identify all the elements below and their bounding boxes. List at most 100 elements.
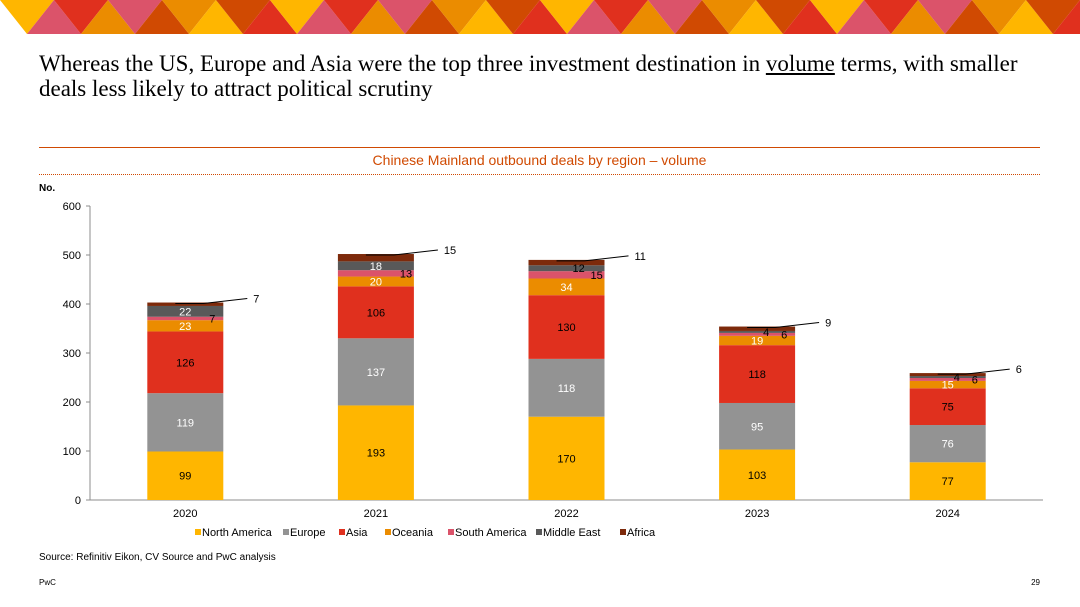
bar-segment bbox=[719, 332, 796, 336]
data-label: 126 bbox=[176, 357, 194, 369]
bar-segment bbox=[337, 276, 414, 287]
legend-entry: Middle East bbox=[543, 527, 600, 539]
data-label: 4 bbox=[763, 327, 769, 339]
y-tick-label: 300 bbox=[63, 348, 81, 360]
banner-triangle bbox=[189, 0, 243, 34]
bar-segment bbox=[147, 305, 224, 317]
banner-triangle bbox=[513, 0, 567, 34]
y-tick-label: 100 bbox=[63, 446, 81, 458]
banner-triangle bbox=[945, 0, 999, 34]
x-tick-label: 2021 bbox=[364, 508, 388, 520]
dotted-divider bbox=[39, 174, 1040, 175]
data-label: 12 bbox=[573, 263, 585, 275]
bar-segment bbox=[909, 462, 986, 500]
decorative-banner bbox=[0, 0, 1080, 34]
data-label: 170 bbox=[557, 453, 575, 465]
data-label: 9 bbox=[825, 318, 831, 330]
banner-triangle bbox=[756, 0, 810, 34]
legend-entry: South America bbox=[455, 527, 527, 539]
bar-segment bbox=[719, 345, 796, 403]
y-tick-label: 0 bbox=[75, 495, 81, 507]
banner-triangle bbox=[729, 0, 783, 34]
bar-segment bbox=[337, 254, 414, 262]
legend-entry: Asia bbox=[346, 527, 368, 539]
banner-triangle bbox=[405, 0, 459, 34]
data-label: 7 bbox=[253, 294, 259, 306]
banner-triangle bbox=[1053, 0, 1080, 34]
y-tick-label: 200 bbox=[63, 397, 81, 409]
banner-triangle bbox=[0, 0, 54, 34]
leader-line bbox=[175, 298, 248, 305]
banner-triangle bbox=[891, 0, 945, 34]
legend-entry: Africa bbox=[627, 527, 656, 539]
data-label: 95 bbox=[751, 421, 763, 433]
data-label: 75 bbox=[942, 402, 954, 414]
divider-line bbox=[39, 147, 1040, 148]
data-label: 76 bbox=[942, 439, 954, 451]
banner-triangle bbox=[567, 0, 621, 34]
data-label: 19 bbox=[751, 336, 763, 348]
title-underlined-word: volume bbox=[765, 51, 835, 76]
bar-segment bbox=[147, 393, 224, 452]
banner-triangle bbox=[1026, 0, 1080, 34]
banner-triangle bbox=[540, 0, 594, 34]
legend-swatch bbox=[339, 529, 345, 535]
legend-swatch bbox=[385, 529, 391, 535]
data-label: 137 bbox=[367, 367, 385, 379]
data-label: 20 bbox=[370, 276, 382, 288]
data-label: 106 bbox=[367, 307, 385, 319]
banner-triangle bbox=[270, 0, 324, 34]
title-text-end: terms, with smaller deals less likely to… bbox=[39, 51, 1018, 101]
banner-triangle bbox=[243, 0, 297, 34]
banner-triangle bbox=[810, 0, 864, 34]
bar-segment bbox=[528, 358, 605, 417]
title-text: Whereas the US, Europe and Asia were the… bbox=[39, 51, 766, 76]
banner-triangle bbox=[297, 0, 351, 34]
banner-triangle bbox=[675, 0, 729, 34]
legend-swatch bbox=[195, 529, 201, 535]
x-tick-label: 2023 bbox=[745, 508, 769, 520]
data-label: 6 bbox=[972, 374, 978, 386]
bar-segment bbox=[528, 416, 605, 500]
banner-triangle bbox=[486, 0, 540, 34]
leader-line bbox=[937, 368, 1010, 375]
bar-segment bbox=[528, 259, 605, 266]
bar-segment bbox=[528, 278, 605, 296]
page-title: Whereas the US, Europe and Asia were the… bbox=[39, 51, 1049, 101]
bar-segment bbox=[909, 388, 986, 426]
data-label: 15 bbox=[591, 270, 603, 282]
data-label: 11 bbox=[635, 251, 646, 263]
data-label: 23 bbox=[179, 321, 191, 333]
data-label: 22 bbox=[179, 306, 191, 318]
banner-triangle bbox=[837, 0, 891, 34]
legend-entry: Oceania bbox=[392, 527, 434, 539]
data-label: 15 bbox=[942, 380, 954, 392]
banner-triangle bbox=[54, 0, 108, 34]
page-number: 29 bbox=[1031, 578, 1040, 587]
bar-segment bbox=[147, 320, 224, 332]
banner-triangle bbox=[27, 0, 81, 34]
x-tick-label: 2022 bbox=[554, 508, 578, 520]
data-label: 118 bbox=[558, 383, 576, 395]
data-label: 118 bbox=[748, 369, 766, 381]
banner-triangle bbox=[216, 0, 270, 34]
y-tick-label: 600 bbox=[63, 201, 81, 213]
legend-swatch bbox=[620, 529, 626, 535]
data-label: 119 bbox=[177, 417, 195, 429]
bar-segment bbox=[909, 425, 986, 463]
source-note: Source: Refinitiv Eikon, CV Source and P… bbox=[39, 552, 276, 563]
banner-triangle bbox=[783, 0, 837, 34]
banner-triangle bbox=[81, 0, 135, 34]
bar-segment bbox=[909, 380, 986, 389]
leader-line bbox=[747, 322, 820, 329]
banner-triangle bbox=[864, 0, 918, 34]
banner-triangle bbox=[324, 0, 378, 34]
bar-segment bbox=[337, 270, 414, 277]
leader-line bbox=[365, 249, 438, 256]
bar-segment bbox=[909, 376, 986, 378]
bar-segment bbox=[719, 335, 796, 346]
banner-triangle bbox=[702, 0, 756, 34]
bar-segment bbox=[528, 295, 605, 359]
bar-segment bbox=[528, 271, 605, 279]
bar-segment bbox=[719, 449, 796, 500]
